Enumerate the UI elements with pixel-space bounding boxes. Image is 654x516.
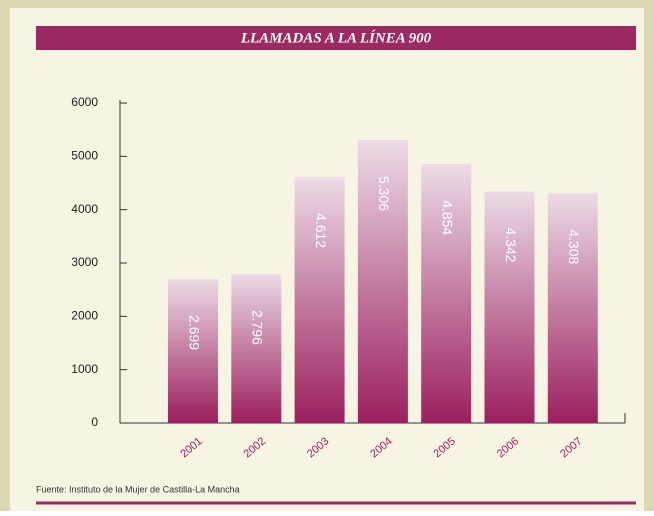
bar [294,177,345,423]
bar [547,193,598,423]
value-label: 2.699 [186,315,202,350]
bar [357,140,408,423]
y-tick-label: 2000 [71,309,98,323]
bar [231,273,282,423]
y-tick-label: 1000 [71,362,98,376]
bar [484,191,535,423]
y-tick-label: 6000 [71,95,98,109]
value-label: 2.796 [250,310,266,345]
value-label: 4.342 [503,227,519,262]
value-label: 4.612 [313,213,329,248]
chart-title: LLAMADAS A LA LÍNEA 900 [240,29,432,46]
bar [168,279,218,423]
bar [421,164,472,423]
value-label: 4.854 [439,200,455,235]
y-tick-label: 0 [91,415,98,429]
y-tick-label: 3000 [71,255,98,269]
value-label: 4.308 [566,229,582,264]
source: Fuente: Instituto de la Mujer de Castill… [36,484,240,494]
y-tick-label: 5000 [71,149,98,163]
title-bar [36,26,636,50]
y-tick-label: 4000 [71,202,98,216]
value-label: 5.306 [376,176,392,211]
